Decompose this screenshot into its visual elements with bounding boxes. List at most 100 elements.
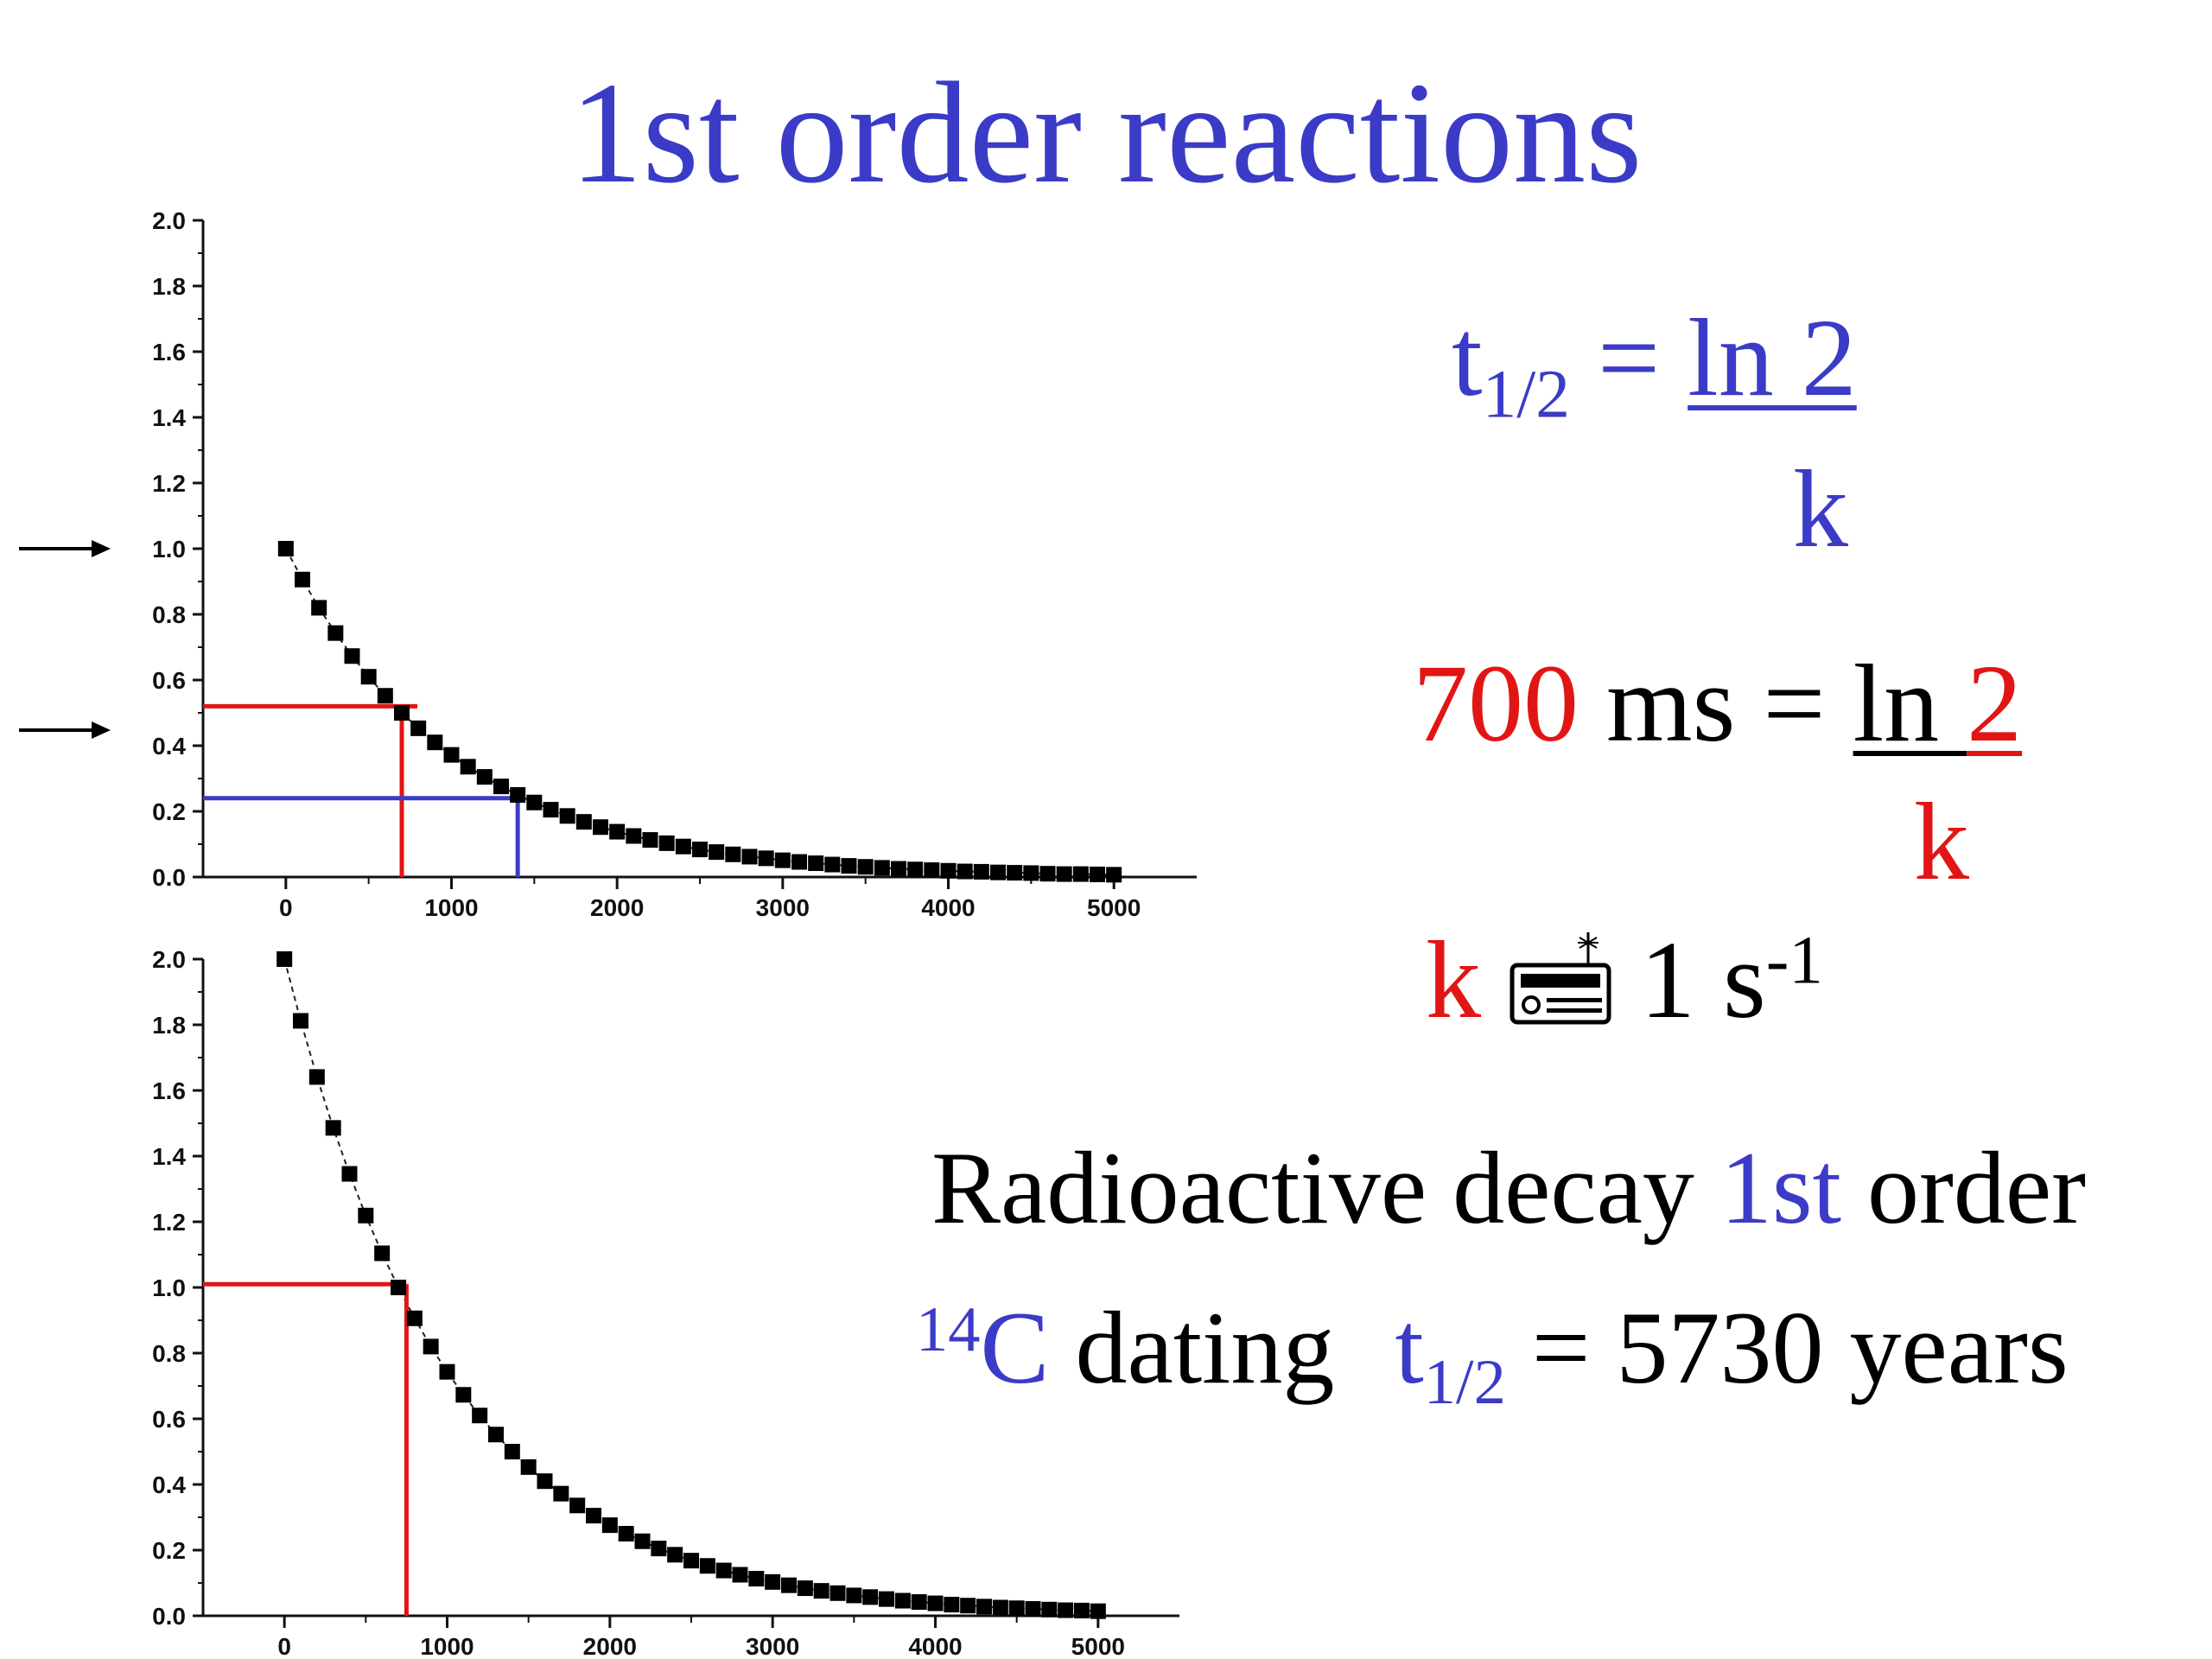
data-point xyxy=(618,1526,634,1541)
radio-icon xyxy=(1509,931,1612,1026)
data-point xyxy=(990,864,1006,880)
y-tick-label: 0.6 xyxy=(152,1406,186,1433)
data-point xyxy=(813,1583,830,1599)
data-point xyxy=(791,854,807,870)
x-tick-label: 4000 xyxy=(921,894,975,921)
data-point xyxy=(586,1508,601,1524)
x-tick-label: 0 xyxy=(277,1633,291,1659)
carbon-sub: 1/2 xyxy=(1423,1346,1506,1418)
data-point xyxy=(427,734,443,751)
x-tick-label: 3000 xyxy=(746,1633,799,1659)
ms-numerator-2: 2 xyxy=(1967,642,2023,765)
data-point xyxy=(907,861,924,878)
y-tick-label: 0.0 xyxy=(152,1603,186,1630)
x-tick-label: 3000 xyxy=(756,894,810,921)
data-point xyxy=(692,842,708,858)
arrow-marker-head xyxy=(92,540,111,557)
y-tick-label: 0.8 xyxy=(152,601,186,628)
data-point xyxy=(927,1595,944,1611)
data-point xyxy=(944,1597,960,1613)
data-point xyxy=(1072,866,1089,882)
carbon-dating: dating xyxy=(1049,1290,1361,1405)
data-point xyxy=(857,859,874,875)
data-point xyxy=(325,1120,341,1136)
data-point xyxy=(1007,865,1023,881)
data-point xyxy=(940,862,957,879)
series-line xyxy=(283,958,1098,1612)
data-point xyxy=(732,1567,748,1583)
data-point xyxy=(504,1444,520,1459)
y-tick-label: 1.4 xyxy=(152,1143,186,1170)
y-tick-label: 0.0 xyxy=(152,864,186,891)
carbon-c: C xyxy=(980,1290,1050,1405)
ms-numerator-ln: ln xyxy=(1853,642,1967,765)
series-line xyxy=(284,548,1115,876)
data-point xyxy=(841,858,857,874)
data-point xyxy=(344,648,360,664)
data-point xyxy=(276,951,293,967)
data-point xyxy=(924,862,940,879)
x-tick-label: 1000 xyxy=(420,1633,474,1659)
data-point xyxy=(575,814,592,830)
data-point xyxy=(634,1533,651,1549)
data-point xyxy=(758,850,774,867)
data-point xyxy=(1090,866,1105,882)
data-point xyxy=(976,1599,992,1615)
decay-chart-top: 0.0 0.2 0.4 0.6 0.8 1.0 1.2 1.4 1.6 1.8 2.0 0 1000 20… xyxy=(19,207,1197,921)
data-point xyxy=(709,844,725,861)
data-point xyxy=(846,1587,862,1604)
y-tick-label: 1.8 xyxy=(152,1012,186,1039)
data-point xyxy=(423,1338,439,1355)
data-point xyxy=(1041,1601,1058,1618)
data-point xyxy=(277,541,294,556)
data-point xyxy=(593,819,608,836)
y-tick-label: 0.6 xyxy=(152,667,186,694)
data-point xyxy=(683,1553,699,1569)
halflife-t: t xyxy=(1452,296,1483,419)
radioactive-part2: 1st xyxy=(1719,1130,1841,1245)
carbon-sup: 14 xyxy=(916,1294,981,1365)
ms-equation: 700 ms = ln 2 xyxy=(1413,648,2022,759)
data-point xyxy=(626,828,642,844)
arrow-marker-head xyxy=(92,721,111,739)
k-approx-sup: -1 xyxy=(1765,922,1823,999)
y-tick-label: 1.2 xyxy=(152,470,186,497)
decay-chart-bottom: 0.0 0.2 0.4 0.6 0.8 1.0 1.2 1.4 1.6 1.8 2.0 0 1000 20… xyxy=(152,946,1179,1659)
data-point xyxy=(675,838,691,855)
data-point xyxy=(960,1598,976,1614)
data-point xyxy=(374,1245,391,1262)
data-point xyxy=(443,747,460,763)
data-point xyxy=(327,625,344,641)
y-tick-label: 0.4 xyxy=(152,733,186,760)
halflife-sub: 1/2 xyxy=(1482,356,1570,433)
y-tick-label: 1.0 xyxy=(152,536,186,563)
data-point xyxy=(493,779,509,795)
x-tick-label: 5000 xyxy=(1087,894,1141,921)
ms-denominator: k xyxy=(1914,780,1969,903)
halflife-equation: t1/2 = ln 2 xyxy=(1452,302,1857,429)
data-point xyxy=(543,802,559,818)
data-point xyxy=(1023,865,1039,881)
data-point xyxy=(460,759,476,775)
data-point xyxy=(1008,1600,1025,1617)
radioactive-part1: Radioactive decay xyxy=(931,1130,1720,1245)
carbon-rest: = 5730 years xyxy=(1505,1290,2069,1405)
data-point xyxy=(1106,867,1122,883)
data-point xyxy=(774,852,791,868)
data-point xyxy=(1090,1603,1106,1619)
data-point xyxy=(510,787,526,803)
data-point xyxy=(765,1573,781,1590)
y-tick-label: 1.4 xyxy=(152,404,186,431)
data-point xyxy=(601,1517,618,1534)
data-point xyxy=(410,720,427,736)
data-point xyxy=(715,1562,732,1579)
x-tick-label: 1000 xyxy=(424,894,478,921)
data-point xyxy=(472,1408,488,1424)
data-point xyxy=(377,688,393,704)
y-tick-label: 1.8 xyxy=(152,273,186,300)
data-point xyxy=(394,705,410,721)
data-point xyxy=(455,1387,472,1403)
radioactive-part3: order xyxy=(1840,1130,2087,1245)
data-point xyxy=(520,1459,537,1475)
data-point xyxy=(667,1547,683,1563)
